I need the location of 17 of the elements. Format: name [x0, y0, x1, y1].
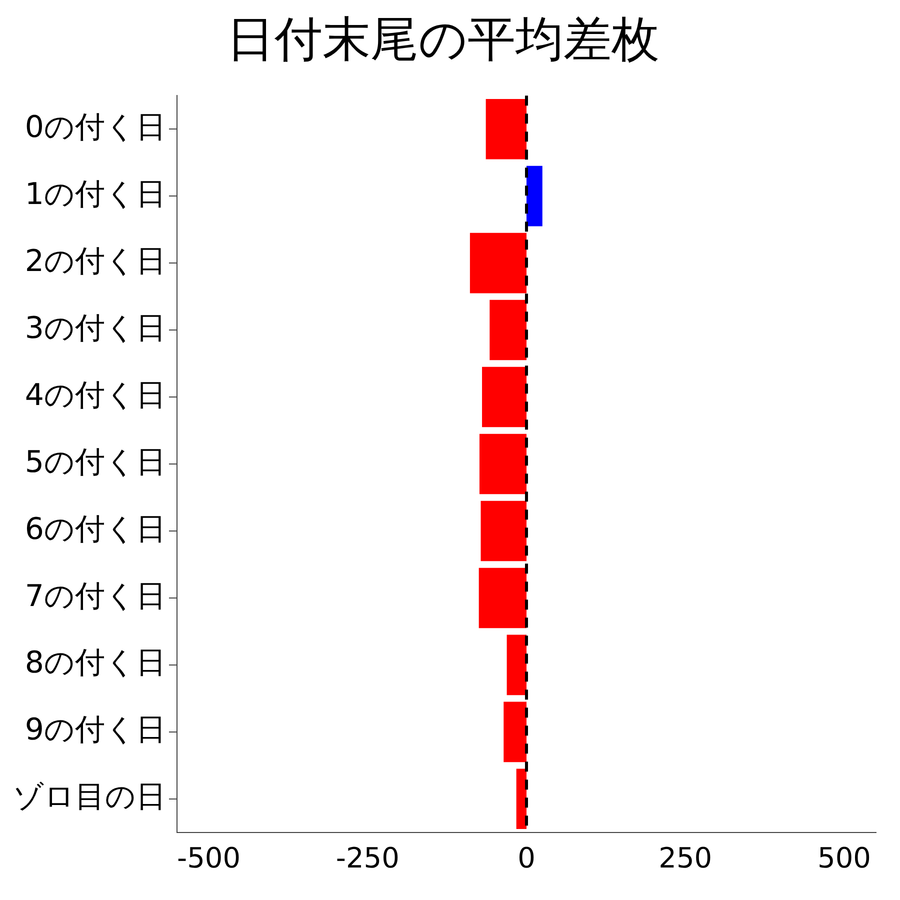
x-tick-label: -250 — [336, 841, 400, 874]
y-tick-label: 3の付く日 — [24, 310, 166, 346]
chart-title: 日付末尾の平均差枚 — [226, 11, 660, 68]
y-tick-label: 8の付く日 — [24, 646, 166, 681]
y-tick-label: 9の付く日 — [24, 712, 166, 748]
y-tick-label: 0の付く日 — [24, 110, 166, 145]
y-tick-label: 1の付く日 — [24, 176, 166, 212]
y-tick-label: ゾロ目の日 — [13, 780, 166, 815]
y-tick-label: 2の付く日 — [24, 244, 166, 279]
x-tick-label: 500 — [818, 841, 871, 874]
y-tick-label: 5の付く日 — [24, 444, 166, 480]
x-tick-label: 250 — [658, 841, 712, 874]
y-tick-label: 6の付く日 — [24, 512, 166, 547]
x-tick-label: -500 — [177, 841, 241, 874]
y-tick-label: 7の付く日 — [24, 578, 166, 614]
x-tick-label: 0 — [518, 841, 536, 874]
y-tick-label: 4の付く日 — [24, 378, 166, 413]
